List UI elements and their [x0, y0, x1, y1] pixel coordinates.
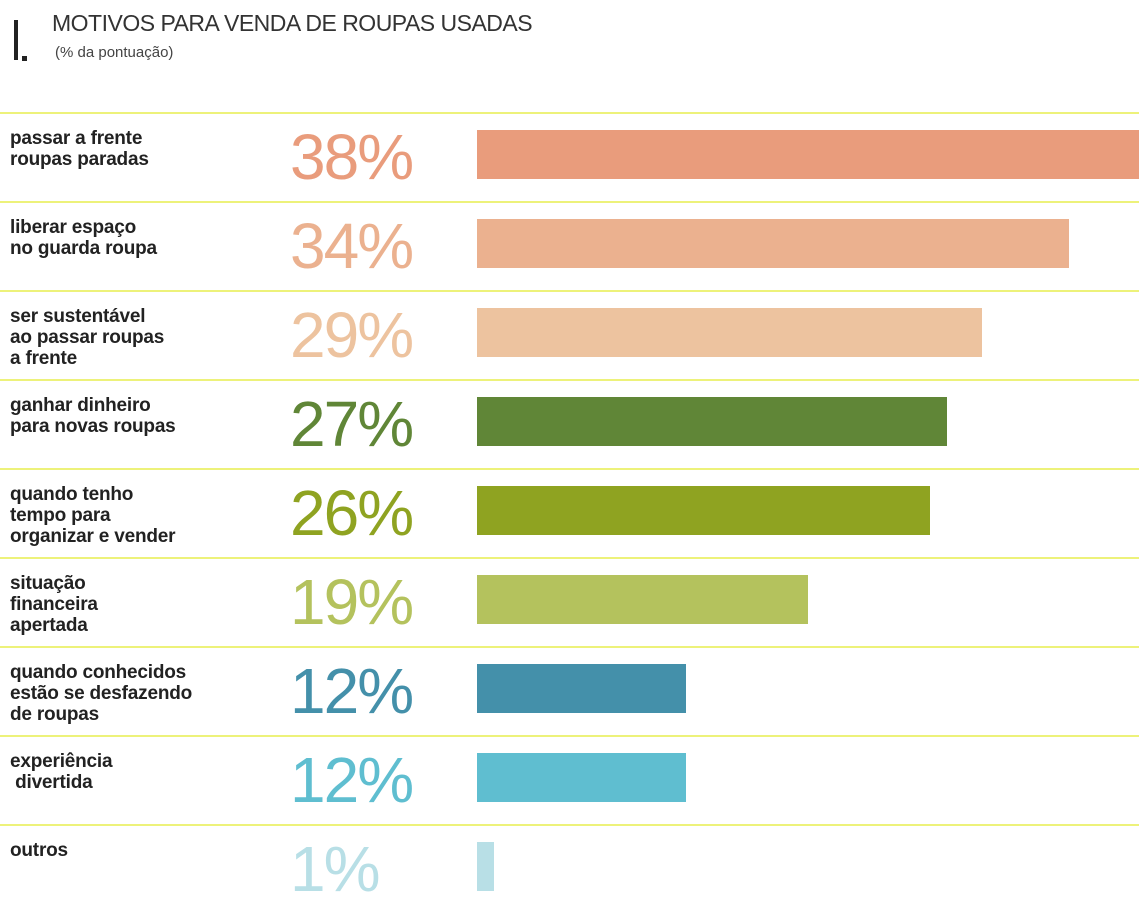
row: situação financeira apertada 19% — [0, 557, 1139, 646]
row: quando tenho tempo para organizar e vend… — [0, 468, 1139, 557]
chart-title: MOTIVOS PARA VENDA DE ROUPAS USADAS — [52, 10, 533, 36]
value-label: 38% — [290, 121, 414, 193]
value-label: 12% — [290, 744, 414, 816]
bar — [477, 486, 930, 535]
row: experiência divertida 12% — [0, 735, 1139, 824]
category-label: experiência divertida — [10, 751, 113, 793]
row: liberar espaço no guarda roupa 34% — [0, 201, 1139, 290]
category-label: quando conhecidos estão se desfazendo de… — [10, 662, 193, 725]
row: ganhar dinheiro para novas roupas 27% — [0, 379, 1139, 468]
bar — [477, 219, 1070, 268]
rows: passar a frente roupas paradas 38% liberar… — [0, 112, 1139, 913]
value-label: 19% — [290, 566, 414, 638]
bar — [477, 575, 808, 624]
category-label: quando tenho tempo para organizar e vend… — [10, 484, 176, 547]
value-label: 26% — [290, 477, 414, 549]
row: passar a frente roupas paradas 38% — [0, 112, 1139, 201]
bar — [477, 308, 983, 357]
bar — [477, 842, 495, 891]
bar — [477, 753, 687, 802]
row: quando conhecidos estão se desfazendo de… — [0, 646, 1139, 735]
value-label: 12% — [290, 655, 414, 727]
category-label: outros — [10, 840, 68, 861]
decor-bar — [14, 20, 18, 60]
category-label: ser sustentável ao passar roupas a frent… — [10, 306, 165, 369]
value-label: 29% — [290, 299, 414, 371]
row: outros 1% — [0, 824, 1139, 913]
row: ser sustentável ao passar roupas a frent… — [0, 290, 1139, 379]
category-label: passar a frente roupas paradas — [10, 128, 149, 170]
value-label: 1% — [290, 833, 380, 905]
category-label: ganhar dinheiro para novas roupas — [10, 395, 176, 437]
bar — [477, 397, 948, 446]
chart-subtitle: (% da pontuação) — [55, 44, 174, 61]
value-label: 34% — [290, 210, 414, 282]
bar — [477, 664, 687, 713]
category-label: liberar espaço no guarda roupa — [10, 217, 157, 259]
value-label: 27% — [290, 388, 414, 460]
category-label: situação financeira apertada — [10, 573, 98, 636]
decor-dot — [22, 56, 27, 61]
bar — [477, 130, 1139, 179]
